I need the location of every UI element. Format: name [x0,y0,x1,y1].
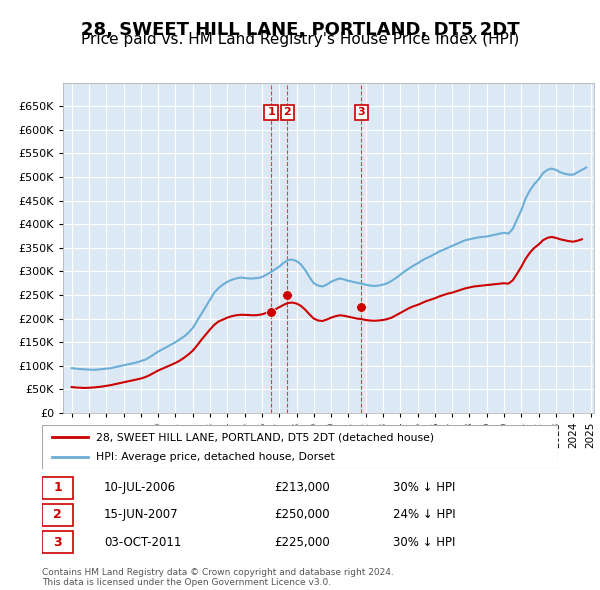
Text: Contains HM Land Registry data © Crown copyright and database right 2024.
This d: Contains HM Land Registry data © Crown c… [42,568,394,587]
Text: £213,000: £213,000 [274,481,330,494]
Text: £225,000: £225,000 [274,536,330,549]
FancyBboxPatch shape [42,504,73,526]
Text: 30% ↓ HPI: 30% ↓ HPI [393,536,455,549]
Text: 10-JUL-2006: 10-JUL-2006 [104,481,176,494]
Text: 15-JUN-2007: 15-JUN-2007 [104,509,179,522]
Text: 28, SWEET HILL LANE, PORTLAND, DT5 2DT (detached house): 28, SWEET HILL LANE, PORTLAND, DT5 2DT (… [96,432,434,442]
FancyBboxPatch shape [42,425,558,469]
Text: 2: 2 [283,107,291,117]
Text: 28, SWEET HILL LANE, PORTLAND, DT5 2DT: 28, SWEET HILL LANE, PORTLAND, DT5 2DT [80,21,520,39]
Text: 24% ↓ HPI: 24% ↓ HPI [393,509,455,522]
Text: £250,000: £250,000 [274,509,330,522]
Text: 1: 1 [53,481,62,494]
Text: HPI: Average price, detached house, Dorset: HPI: Average price, detached house, Dors… [96,452,335,461]
Text: 03-OCT-2011: 03-OCT-2011 [104,536,181,549]
Text: 30% ↓ HPI: 30% ↓ HPI [393,481,455,494]
FancyBboxPatch shape [42,532,73,553]
Text: Price paid vs. HM Land Registry's House Price Index (HPI): Price paid vs. HM Land Registry's House … [81,32,519,47]
FancyBboxPatch shape [42,477,73,499]
Text: 3: 3 [53,536,62,549]
Text: 2: 2 [53,509,62,522]
Text: 3: 3 [358,107,365,117]
Text: 1: 1 [267,107,275,117]
